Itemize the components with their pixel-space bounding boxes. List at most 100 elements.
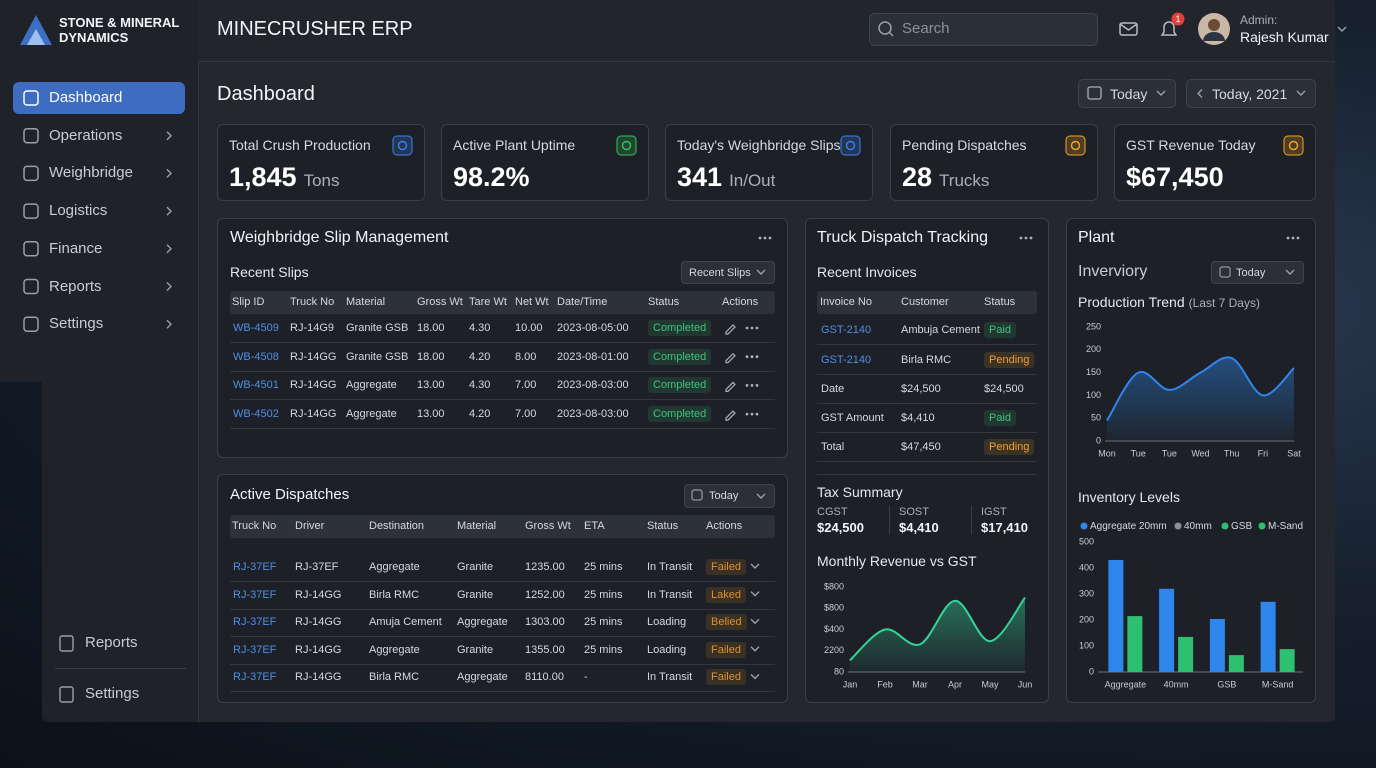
nav-item[interactable]: Finance: [49, 239, 103, 257]
divider: [971, 506, 972, 534]
table-link[interactable]: GST-2140: [821, 354, 872, 366]
row-divider: [230, 428, 775, 430]
dropdown-label[interactable]: Today: [709, 490, 739, 502]
row-divider: [230, 370, 775, 372]
table-cell: 8110.00: [525, 671, 564, 684]
dropdown-label[interactable]: Today: [1236, 266, 1266, 279]
nav-item[interactable]: Settings: [85, 685, 140, 702]
kpi-unit: Tons: [303, 171, 340, 190]
table-cell: Total: [821, 441, 845, 453]
row-divider: [817, 344, 1037, 345]
table-link[interactable]: RJ-37EF: [233, 561, 277, 573]
table-link[interactable]: WB-4501: [233, 379, 279, 392]
kpi-value: 98.2%: [453, 162, 530, 192]
kpi-label: GST Revenue Today: [1126, 137, 1256, 153]
table-cell: 1235.00: [525, 561, 565, 573]
table-cell: RJ-14GG: [295, 616, 342, 629]
top-bar: [198, 0, 1335, 62]
table-cell: Aggregate: [369, 643, 420, 656]
kpi-card: [217, 124, 425, 201]
kpi-label: Pending Dispatches: [902, 137, 1027, 153]
table-cell: RJ-14GG: [290, 350, 337, 363]
nav-item[interactable]: Logistics: [49, 202, 108, 220]
nav-item[interactable]: Weighbridge: [49, 164, 133, 182]
chart-subtitle: (Last 7 Days): [1188, 296, 1260, 310]
row-divider: [817, 461, 1037, 462]
section-title: Inverviory: [1078, 263, 1148, 280]
table-cell: 25 mins: [584, 643, 623, 656]
filter-label[interactable]: Today, 2021: [1212, 86, 1288, 102]
tax-value: $4,410: [899, 520, 939, 535]
kpi-value-row: 28 Trucks: [902, 162, 989, 194]
nav-item[interactable]: Dashboard: [49, 89, 123, 106]
kpi-value-row: 341 In/Out: [677, 162, 775, 194]
table-link[interactable]: RJ-37EF: [233, 588, 277, 601]
table-link[interactable]: RJ-37EF: [233, 616, 277, 629]
table-cell: RJ-14GG: [295, 643, 342, 656]
table-cell: Birla RMC: [369, 588, 420, 601]
status-badge: Completed: [648, 348, 712, 365]
nav-item[interactable]: Reports: [49, 277, 102, 295]
filter-dropdown[interactable]: [1186, 79, 1316, 108]
table-link[interactable]: GST-2140: [821, 324, 872, 336]
chevron-icon: [1337, 26, 1347, 32]
row-divider: [817, 403, 1037, 404]
table-header: Truck No: [232, 519, 277, 532]
table-link[interactable]: WB-4502: [233, 408, 279, 421]
kpi-value: 1,845: [229, 162, 297, 192]
chart-title: Monthly Revenue vs GST: [817, 553, 977, 569]
table-link[interactable]: RJ-37EF: [233, 671, 277, 684]
table-cell: 7.00: [515, 408, 537, 421]
kpi-value-row: 98.2%: [453, 162, 530, 194]
nav-item[interactable]: Settings: [49, 315, 104, 333]
row-divider: [817, 432, 1037, 433]
table-header: Material: [346, 295, 386, 308]
search-placeholder[interactable]: Search: [902, 20, 950, 37]
kpi-card: [1114, 124, 1316, 201]
table-cell: $47,450: [901, 441, 941, 453]
chart-title: Inventory Levels: [1078, 489, 1180, 505]
table-header: Gross Wt: [525, 519, 571, 532]
panel: [1066, 218, 1316, 703]
table-header: Status: [648, 295, 680, 308]
kpi-card: [665, 124, 873, 201]
kpi-unit: In/Out: [729, 171, 776, 190]
table-cell: 4.30: [469, 379, 491, 392]
table-header: Gross Wt: [417, 295, 463, 308]
status-badge: Completed: [648, 406, 712, 423]
row-divider: [230, 342, 775, 343]
admin-name[interactable]: Rajesh Kumar: [1240, 29, 1329, 45]
status-badge: Pending: [984, 439, 1035, 455]
table-cell: 7.00: [515, 379, 537, 392]
table-cell: In Transit: [647, 588, 693, 601]
row-divider: [230, 399, 775, 401]
filter-label[interactable]: Today: [1110, 86, 1148, 102]
table-cell: 1303.00: [525, 616, 565, 629]
table-cell: Granite GSB: [346, 322, 409, 334]
table-cell: 2023-08-03:00: [557, 379, 629, 392]
table-cell: 8.00: [515, 350, 537, 363]
table-cell: $24,500: [984, 383, 1024, 395]
table-cell: Loading: [647, 616, 687, 629]
table-header: Net Wt: [515, 295, 549, 308]
table-link[interactable]: WB-4509: [233, 322, 279, 334]
brand-name: DYNAMICS: [59, 30, 129, 45]
chart-title: Production Trend: [1078, 294, 1185, 310]
table-cell: 1252.00: [525, 588, 565, 601]
dropdown[interactable]: [1211, 261, 1304, 284]
nav-item[interactable]: Operations: [49, 126, 123, 144]
dropdown[interactable]: [681, 261, 775, 284]
search-box[interactable]: [869, 13, 1098, 46]
chart-title-row: Production Trend (Last 7 Days): [1078, 292, 1260, 312]
table-link[interactable]: WB-4508: [233, 350, 279, 363]
table-cell: 13.00: [417, 379, 445, 392]
kpi-value: 341: [677, 162, 723, 192]
row-divider: [817, 374, 1037, 375]
kpi-card: [441, 124, 649, 201]
nav-item[interactable]: Reports: [85, 634, 138, 651]
dropdown-label[interactable]: Recent Slips: [689, 266, 751, 279]
table-cell: Aggregate: [346, 408, 397, 421]
kpi-value-row: $67,450: [1126, 162, 1224, 194]
table-link[interactable]: RJ-37EF: [233, 643, 277, 656]
